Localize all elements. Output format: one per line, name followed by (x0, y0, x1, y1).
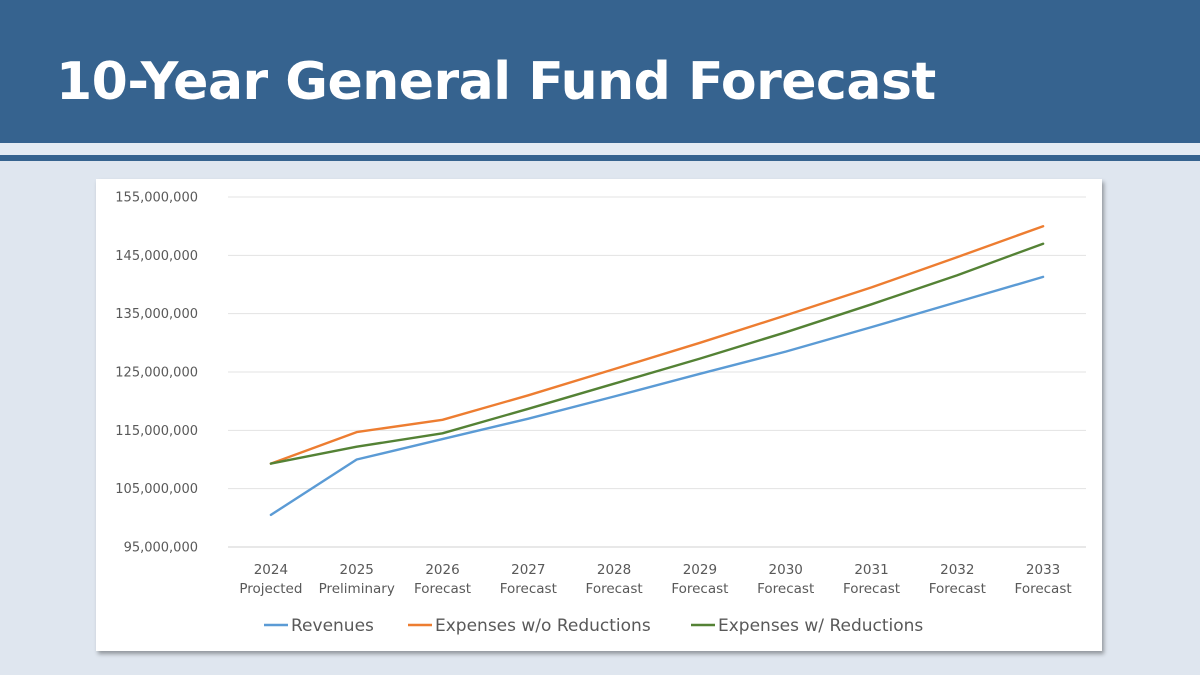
x-tick-label: 2031 (854, 562, 888, 578)
x-tick-label: 2029 (683, 562, 717, 578)
x-tick-label: Forecast (414, 581, 471, 597)
legend: Revenues Expenses w/o Reductions Expenses … (264, 616, 923, 636)
y-tick-label: 155,000,000 (115, 191, 198, 206)
y-tick-label: 125,000,000 (115, 366, 198, 381)
legend-label-3: Expenses w/ Reductions (718, 616, 923, 636)
y-tick-label: 95,000,000 (124, 541, 198, 556)
x-tick-label: 2028 (597, 562, 631, 578)
x-tick-label: 2033 (1026, 562, 1060, 578)
divider-light (0, 143, 1200, 155)
x-tick-label: Forecast (843, 581, 900, 597)
x-tick-label: Forecast (586, 581, 643, 597)
x-tick-label: Forecast (500, 581, 557, 597)
x-tick-label: Preliminary (319, 581, 395, 597)
divider-dark (0, 155, 1200, 161)
x-tick-label: Forecast (1015, 581, 1072, 597)
x-tick-label: 2032 (940, 562, 974, 578)
x-axis: 2024 Projected 2025 Preliminary 2026 Forecast… (239, 562, 1071, 597)
x-tick-label: Projected (239, 581, 302, 597)
legend-label-2: Expenses w/o Reductions (435, 616, 651, 636)
y-tick-label: 105,000,000 (115, 482, 198, 497)
y-tick-label: 135,000,000 (115, 307, 198, 322)
y-tick-label: 145,000,000 (115, 249, 198, 264)
x-tick-label: 2030 (769, 562, 803, 578)
series-line-1 (269, 275, 1045, 517)
x-tick-label: Forecast (929, 581, 986, 597)
line-chart: 95,000,000 105,000,000 115,000,000 125,000,… (115, 191, 1086, 636)
x-tick-label: Forecast (757, 581, 814, 597)
title-banner: 10-Year General Fund Forecast (0, 0, 1200, 143)
page-title: 10-Year General Fund Forecast (56, 52, 936, 112)
x-tick-label: 2027 (511, 562, 545, 578)
series-line-3 (269, 242, 1045, 465)
y-axis: 95,000,000 105,000,000 115,000,000 125,000,… (115, 191, 198, 556)
series-line-2 (269, 225, 1045, 465)
x-tick-label: 2024 (254, 562, 288, 578)
legend-label-1: Revenues (291, 616, 374, 636)
x-tick-label: Forecast (671, 581, 728, 597)
x-tick-label: 2025 (340, 562, 374, 578)
chart-card: 95,000,000 105,000,000 115,000,000 125,000,… (96, 179, 1102, 651)
x-tick-label: 2026 (425, 562, 459, 578)
series-lines (269, 225, 1045, 517)
y-tick-label: 115,000,000 (115, 424, 198, 439)
